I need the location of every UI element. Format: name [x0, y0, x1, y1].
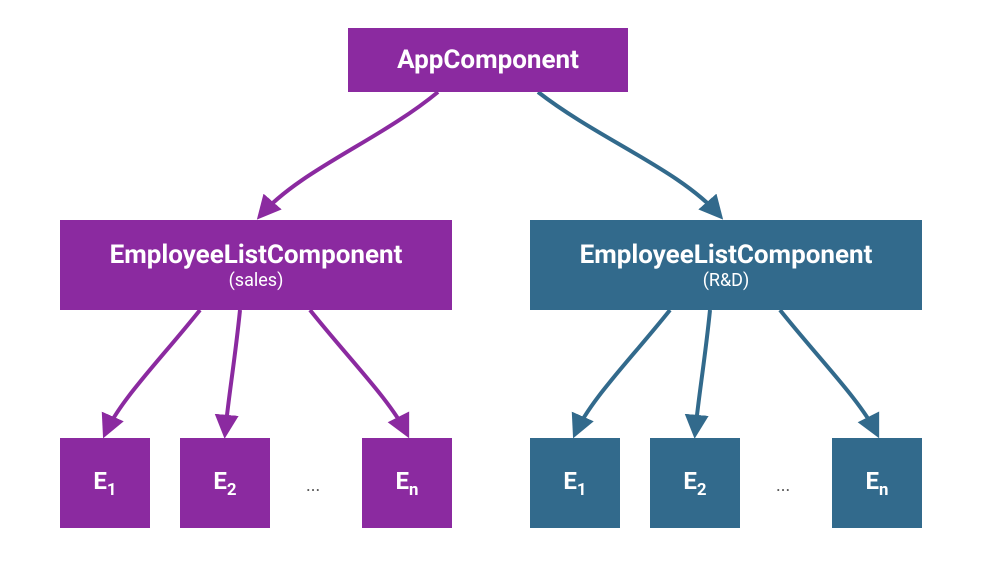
edge-root-right — [538, 92, 720, 216]
node-label: EmployeeListComponent — [580, 240, 873, 270]
node-employee-rnd-2: E2 — [650, 438, 740, 528]
node-label: E1 — [93, 467, 116, 500]
node-employee-sales-2: E2 — [180, 438, 270, 528]
node-label: E2 — [683, 467, 706, 500]
edge-right-r1 — [575, 310, 670, 434]
node-employee-list-sales: EmployeeListComponent (sales) — [60, 220, 452, 310]
edge-right-rn — [780, 310, 877, 434]
edge-left-l2 — [225, 310, 240, 434]
diagram-canvas: AppComponent EmployeeListComponent (sale… — [0, 0, 1000, 577]
node-sublabel: (R&D) — [703, 270, 750, 291]
node-label: En — [866, 467, 889, 500]
edge-left-l1 — [105, 310, 200, 434]
ellipsis-right: ... — [776, 475, 790, 496]
node-employee-list-rnd: EmployeeListComponent (R&D) — [530, 220, 922, 310]
node-employee-sales-n: En — [362, 438, 452, 528]
node-label: EmployeeListComponent — [110, 240, 403, 270]
node-employee-rnd-n: En — [832, 438, 922, 528]
node-employee-sales-1: E1 — [60, 438, 150, 528]
node-employee-rnd-1: E1 — [530, 438, 620, 528]
edge-left-ln — [310, 310, 407, 434]
node-sublabel: (sales) — [229, 270, 284, 291]
node-app-component: AppComponent — [348, 28, 628, 92]
ellipsis-left: ... — [306, 475, 320, 496]
node-label: En — [396, 467, 419, 500]
node-label: AppComponent — [397, 45, 579, 75]
node-label: E1 — [563, 467, 586, 500]
edge-root-left — [260, 92, 438, 216]
node-label: E2 — [213, 467, 236, 500]
edge-right-r2 — [695, 310, 710, 434]
